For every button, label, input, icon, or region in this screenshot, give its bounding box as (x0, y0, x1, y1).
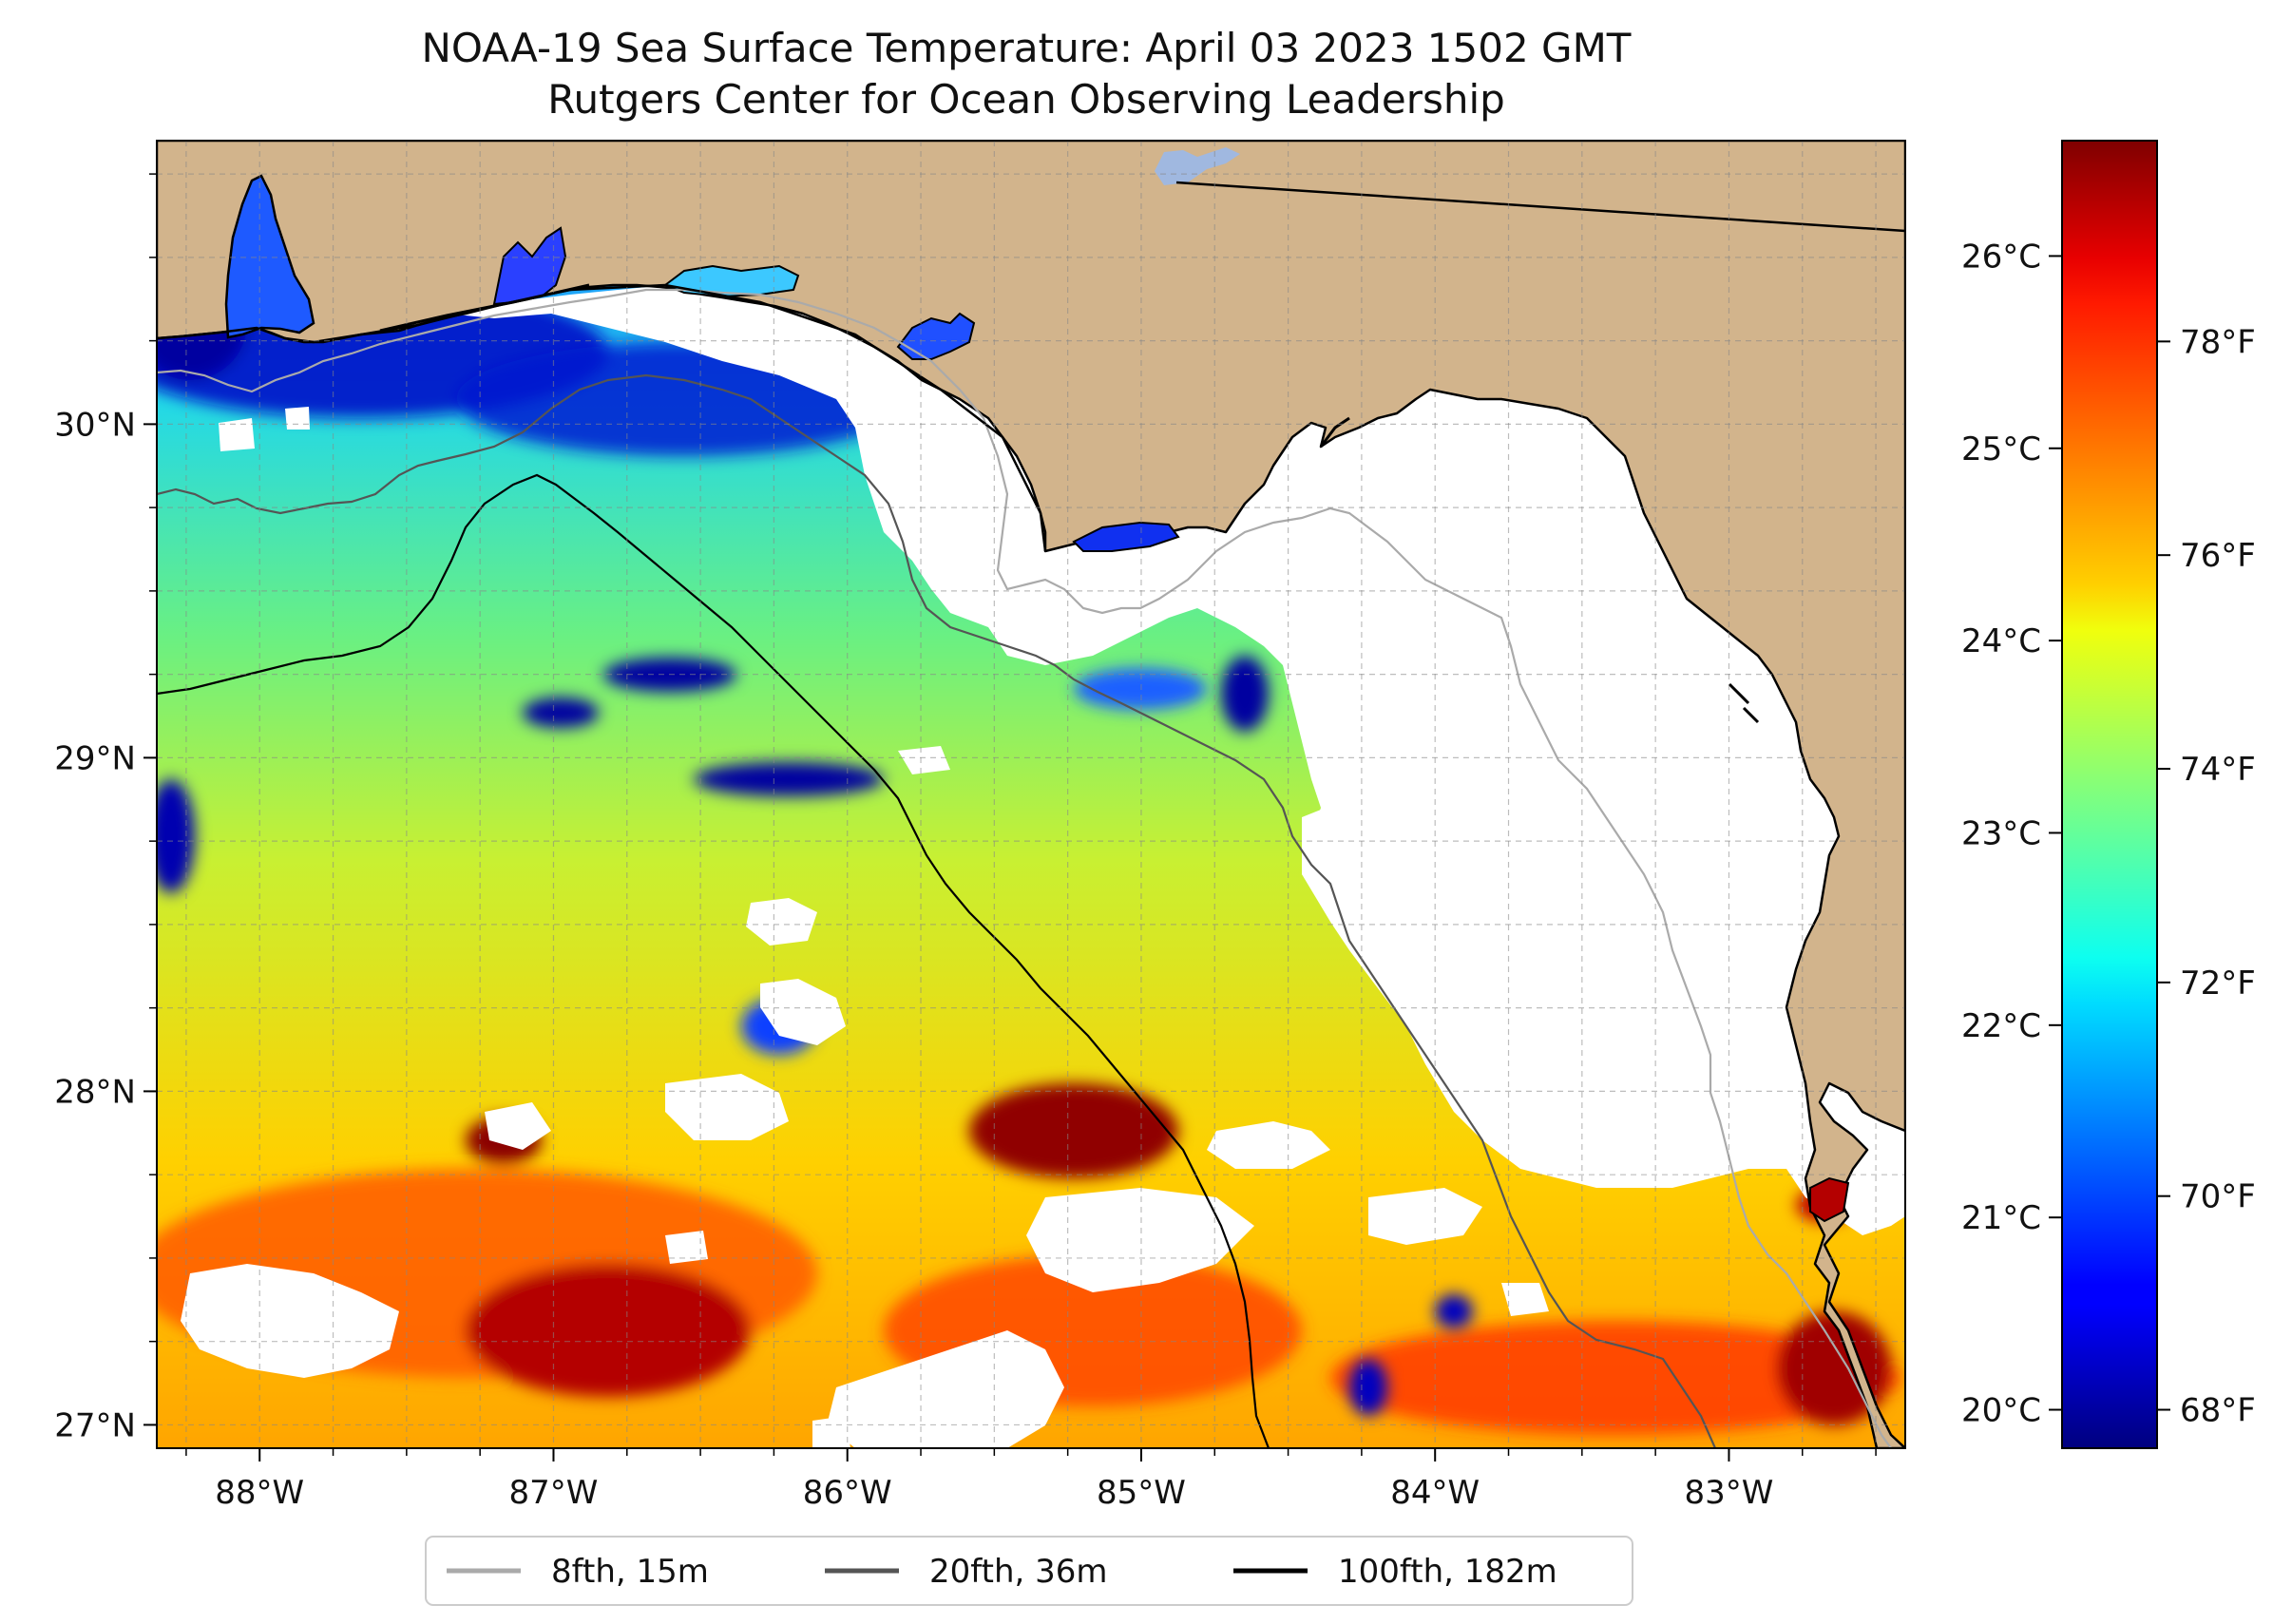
gridlines (157, 141, 1905, 1448)
isobath-legend: 8fth, 15m 20fth, 36m 100fth, 182m (425, 1536, 1633, 1606)
isobath-8fth (157, 288, 1892, 1448)
sst-map: 88°W 87°W 86°W 85°W 84°W 83°W 27°N 28°N 29°N 30°… (54, 140, 1906, 1512)
mobile-bay (224, 174, 315, 339)
bay-inlet (896, 312, 976, 360)
lon-tick-label: 86°W (803, 1474, 892, 1512)
lat-tick-label: 30°N (54, 406, 136, 444)
lat-tick-label: 27°N (54, 1406, 136, 1444)
fahrenheit-axis: 68°F 70°F 72°F 74°F 76°F 78°F (2157, 323, 2256, 1430)
celsius-tick-label: 23°C (1961, 814, 2041, 852)
fahrenheit-tick-label: 74°F (2180, 751, 2256, 789)
lon-tick-label: 83°W (1685, 1474, 1774, 1512)
lon-tick-label: 88°W (215, 1474, 304, 1512)
legend-label: 20fth, 36m (929, 1553, 1108, 1591)
isobath-20fth (157, 373, 1717, 1448)
no-data-regions (181, 141, 1905, 1448)
fahrenheit-tick-label: 72°F (2180, 965, 2256, 1003)
lat-tick-label: 28°N (54, 1073, 136, 1111)
fahrenheit-tick-label: 68°F (2180, 1392, 2256, 1430)
map-subtitle: Rutgers Center for Ocean Observing Leade… (547, 76, 1505, 123)
lake (1155, 147, 1240, 185)
celsius-tick-label: 21°C (1961, 1199, 2041, 1237)
coastline (157, 283, 1047, 552)
lon-tick-label: 85°W (1097, 1474, 1186, 1512)
celsius-tick-label: 22°C (1961, 1007, 2041, 1045)
colorbar: 20°C 21°C 22°C 23°C 24°C 25°C 26°C 68°F 70°F 72°… (1961, 140, 2256, 1449)
colorbar-gradient (2061, 140, 2158, 1449)
lon-tick-label: 84°W (1390, 1474, 1480, 1512)
isobath-100fth (157, 473, 1270, 1448)
fahrenheit-tick-label: 76°F (2180, 537, 2256, 575)
legend-label: 8fth, 15m (551, 1553, 709, 1591)
longitude-axis: 88°W 87°W 86°W 85°W 84°W 83°W (185, 1448, 1877, 1512)
celsius-axis: 20°C 21°C 22°C 23°C 24°C 25°C 26°C (1961, 238, 2062, 1430)
celsius-tick-label: 24°C (1961, 622, 2041, 660)
celsius-tick-label: 20°C (1961, 1392, 2041, 1430)
fahrenheit-tick-label: 70°F (2180, 1178, 2256, 1216)
fahrenheit-tick-label: 78°F (2180, 323, 2256, 361)
bay-inlet (662, 264, 800, 298)
map-frame (156, 140, 1906, 1449)
lat-tick-label: 29°N (54, 739, 136, 777)
state-boundary (1175, 181, 1905, 233)
celsius-tick-label: 25°C (1961, 430, 2041, 468)
map-title: NOAA-19 Sea Surface Temperature: April 0… (421, 25, 1632, 71)
legend-box (425, 1536, 1633, 1606)
bay-inlet (1072, 521, 1180, 552)
lon-tick-label: 87°W (509, 1474, 599, 1512)
barrier-island (1728, 682, 1760, 724)
celsius-tick-label: 26°C (1961, 238, 2041, 276)
barrier-island (1319, 416, 1350, 448)
latitude-axis: 27°N 28°N 29°N 30°N (54, 173, 157, 1444)
bay-inlet (1809, 1176, 1850, 1223)
legend-label: 100fth, 182m (1338, 1553, 1557, 1591)
